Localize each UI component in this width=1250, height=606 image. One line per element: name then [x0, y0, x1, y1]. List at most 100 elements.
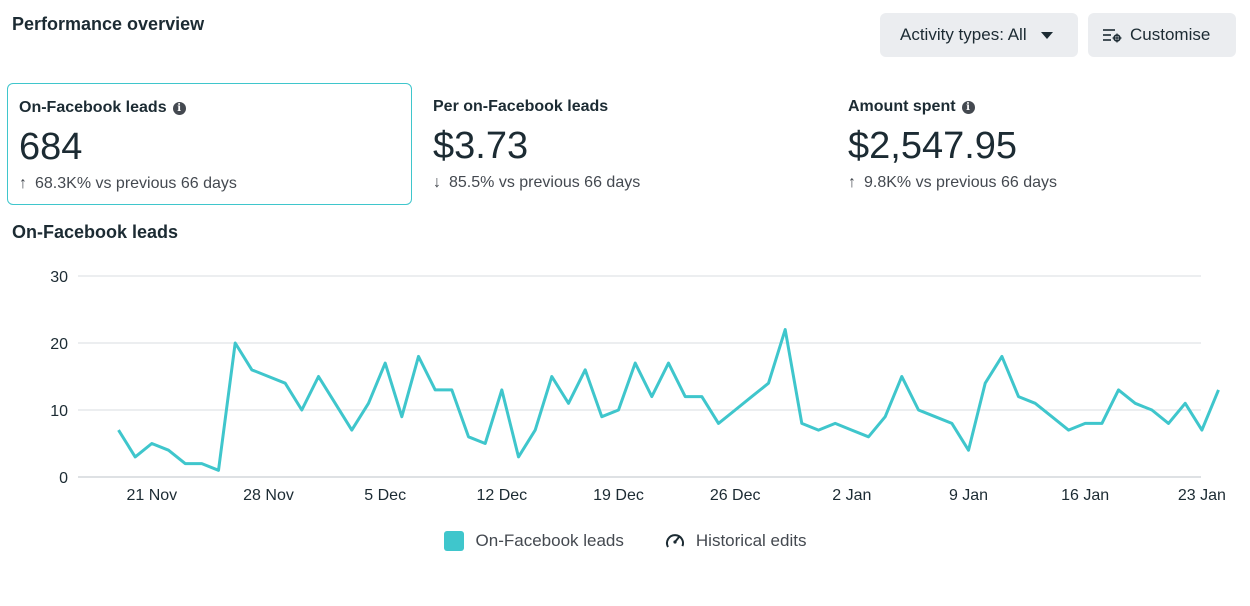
arrow-down-icon: ↓ — [433, 174, 441, 191]
data-point[interactable] — [466, 434, 472, 440]
legend-item-historical-edits[interactable]: Historical edits — [664, 530, 807, 552]
data-point[interactable] — [982, 380, 988, 386]
data-point[interactable] — [882, 414, 888, 420]
data-point[interactable] — [966, 447, 972, 453]
x-tick-label: 16 Jan — [1061, 487, 1109, 504]
y-tick-label: 10 — [50, 403, 68, 420]
x-tick-label: 12 Dec — [476, 487, 527, 504]
data-point[interactable] — [1199, 427, 1205, 433]
metric-card-amount-spent[interactable]: Amount spent i $2,547.95 ↑ 9.8K% vs prev… — [837, 83, 1237, 205]
data-point[interactable] — [1016, 394, 1022, 400]
data-point[interactable] — [1116, 387, 1122, 393]
data-point[interactable] — [482, 441, 488, 447]
data-point[interactable] — [299, 407, 305, 413]
y-tick-label: 20 — [50, 336, 68, 353]
metric-label: Amount spent — [848, 98, 956, 115]
data-point[interactable] — [416, 353, 422, 359]
data-point[interactable] — [216, 467, 222, 473]
info-icon[interactable]: i — [961, 100, 975, 114]
x-tick-label: 2 Jan — [832, 487, 871, 504]
data-point[interactable] — [349, 427, 355, 433]
data-point[interactable] — [949, 420, 955, 426]
data-point[interactable] — [232, 340, 238, 346]
legend-label: On-Facebook leads — [475, 531, 624, 550]
data-point[interactable] — [1082, 420, 1088, 426]
data-point[interactable] — [449, 387, 455, 393]
caret-down-icon — [1040, 31, 1053, 39]
data-point[interactable] — [932, 414, 938, 420]
arrow-up-icon: ↑ — [19, 175, 27, 192]
data-point[interactable] — [649, 394, 655, 400]
data-point[interactable] — [1132, 400, 1138, 406]
page-title: Performance overview — [12, 14, 205, 34]
data-point[interactable] — [666, 360, 672, 366]
data-point[interactable] — [716, 420, 722, 426]
data-point[interactable] — [632, 360, 638, 366]
data-point[interactable] — [1182, 400, 1188, 406]
data-point[interactable] — [149, 441, 155, 447]
data-point[interactable] — [266, 374, 272, 380]
data-point[interactable] — [282, 380, 288, 386]
chart-legend: On-Facebook leads Historical edits — [0, 530, 1250, 552]
data-point[interactable] — [1166, 420, 1172, 426]
metric-value: $2,547.95 — [848, 125, 1018, 167]
data-point[interactable] — [749, 394, 755, 400]
x-tick-label: 28 Nov — [243, 487, 294, 504]
data-point[interactable] — [599, 414, 605, 420]
data-point[interactable] — [166, 447, 172, 453]
data-point[interactable] — [132, 454, 138, 460]
data-point[interactable] — [516, 454, 522, 460]
metric-value: 684 — [19, 126, 83, 168]
data-point[interactable] — [316, 374, 322, 380]
metric-card-cost-per-lead[interactable]: Per on-Facebook leads $3.73 ↓ 85.5% vs p… — [422, 83, 822, 205]
data-point[interactable] — [616, 407, 622, 413]
data-point[interactable] — [1032, 400, 1038, 406]
chart-title: On-Facebook leads — [12, 222, 179, 242]
data-point[interactable] — [1049, 414, 1055, 420]
data-point[interactable] — [382, 360, 388, 366]
legend-item-leads[interactable]: On-Facebook leads — [443, 530, 624, 552]
data-point[interactable] — [399, 414, 405, 420]
data-point[interactable] — [732, 407, 738, 413]
data-point[interactable] — [782, 327, 788, 333]
data-point[interactable] — [332, 400, 338, 406]
sliders-icon — [1103, 29, 1122, 43]
data-point[interactable] — [432, 387, 438, 393]
activity-types-dropdown[interactable]: Activity types: All — [880, 13, 1078, 57]
data-point[interactable] — [682, 394, 688, 400]
data-point[interactable] — [116, 427, 122, 433]
data-point[interactable] — [699, 394, 705, 400]
data-point[interactable] — [866, 434, 872, 440]
data-point[interactable] — [1099, 420, 1105, 426]
data-point[interactable] — [816, 427, 822, 433]
data-point[interactable] — [366, 400, 372, 406]
data-point[interactable] — [532, 427, 538, 433]
data-point[interactable] — [582, 367, 588, 373]
data-point[interactable] — [182, 461, 188, 467]
arrow-up-icon: ↑ — [848, 174, 856, 191]
x-tick-label: 26 Dec — [710, 487, 761, 504]
data-point[interactable] — [849, 427, 855, 433]
data-point[interactable] — [1216, 387, 1222, 393]
data-point[interactable] — [766, 380, 772, 386]
data-point[interactable] — [799, 420, 805, 426]
data-point[interactable] — [1066, 427, 1072, 433]
data-point[interactable] — [832, 420, 838, 426]
series-line-on-facebook-leads[interactable] — [117, 328, 1220, 472]
data-point[interactable] — [199, 461, 205, 467]
data-point[interactable] — [566, 400, 572, 406]
data-point[interactable] — [916, 407, 922, 413]
metric-change: 68.3K% vs previous 66 days — [35, 175, 237, 192]
data-point[interactable] — [249, 367, 255, 373]
series-swatch — [443, 531, 464, 551]
data-point[interactable] — [549, 374, 555, 380]
legend-label: Historical edits — [695, 531, 807, 550]
data-point[interactable] — [999, 353, 1005, 359]
y-tick-label: 0 — [59, 470, 68, 487]
data-point[interactable] — [899, 374, 905, 380]
metric-card-leads[interactable]: On-Facebook leads i 684 ↑ 68.3K% vs prev… — [7, 83, 412, 205]
data-point[interactable] — [499, 387, 505, 393]
data-point[interactable] — [1149, 407, 1155, 413]
info-icon[interactable]: i — [172, 101, 186, 115]
customise-button[interactable]: Customise — [1088, 13, 1236, 57]
